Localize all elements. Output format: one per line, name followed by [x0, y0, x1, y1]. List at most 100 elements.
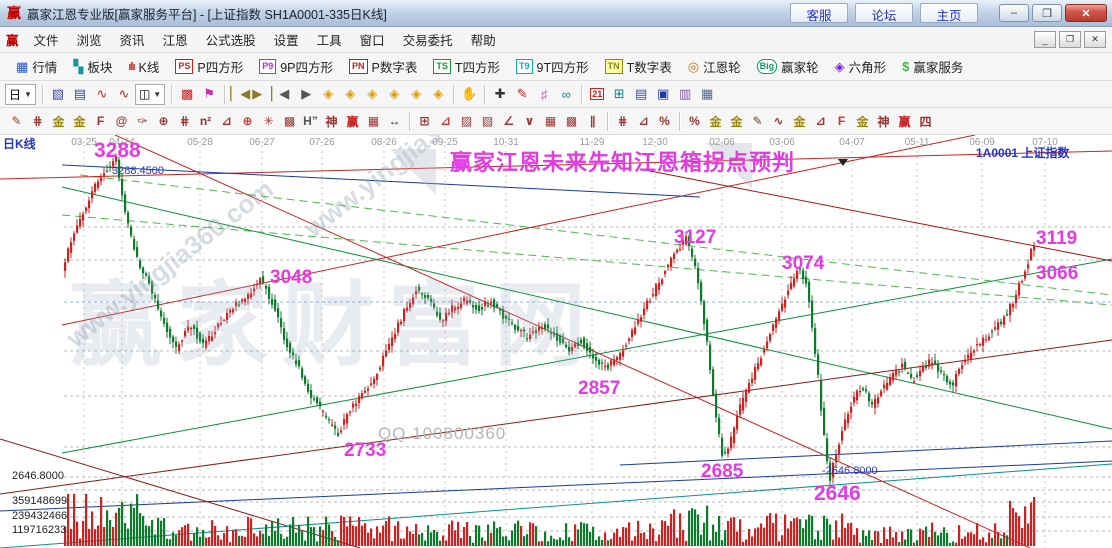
- home-button[interactable]: 主页: [920, 3, 978, 23]
- tool-9t-square[interactable]: T9 9T四方形: [508, 57, 597, 76]
- gold-split-2-icon[interactable]: 金: [73, 114, 86, 129]
- menu-settings[interactable]: 设置: [273, 34, 299, 48]
- tool-winner-wheel[interactable]: Big 赢家轮: [749, 57, 827, 76]
- gold-split-1-icon[interactable]: 金: [52, 114, 65, 129]
- star-burst-icon[interactable]: ✳: [263, 114, 274, 128]
- window-layout-icon[interactable]: ▧: [51, 86, 65, 101]
- spider-web-icon[interactable]: ▩: [283, 114, 296, 128]
- calendar-icon[interactable]: 21: [586, 84, 608, 105]
- kline-chart-area[interactable]: 赢家财富网 www.yingjia360.com www.yingjia360.…: [0, 135, 1112, 548]
- tool-9p-square[interactable]: P9 9P四方形: [251, 57, 341, 76]
- service-button[interactable]: 客服: [790, 3, 848, 23]
- tool-t-table[interactable]: TN T数字表: [597, 57, 680, 76]
- percent-lines-icon[interactable]: ⋕: [617, 114, 628, 128]
- gann-lines-icon[interactable]: ⋕: [32, 114, 43, 128]
- tool-hexagon[interactable]: ◈ 六角形: [827, 57, 895, 76]
- gold-lines-icon[interactable]: 金: [730, 114, 743, 129]
- menu-browse[interactable]: 浏览: [76, 34, 102, 48]
- menu-news[interactable]: 资讯: [119, 34, 145, 48]
- percent-icon[interactable]: %: [659, 114, 670, 128]
- notes-icon[interactable]: ▤: [635, 86, 648, 101]
- menu-formula-picker[interactable]: 公式选股: [205, 34, 256, 48]
- gold-circle-icon[interactable]: 金: [709, 114, 722, 129]
- mdi-close-button[interactable]: ✕: [1084, 31, 1106, 48]
- wave-tool-icon[interactable]: ∿: [773, 114, 784, 128]
- square-numbers-icon[interactable]: n²: [199, 114, 212, 128]
- menu-help[interactable]: 帮助: [470, 34, 496, 48]
- tool-gann-wheel[interactable]: ◎ 江恩轮: [680, 57, 749, 76]
- flag-chart-icon[interactable]: ⚑: [203, 86, 216, 101]
- spiral-icon[interactable]: @: [115, 114, 128, 128]
- info-panel-icon[interactable]: ▤: [73, 86, 87, 101]
- zigzag-wave-icon[interactable]: ∨: [524, 114, 535, 128]
- gold-angle-icon[interactable]: 金: [793, 114, 806, 129]
- last-bar-icon[interactable]: ▶▕: [252, 86, 273, 101]
- gann-diamond-right-icon[interactable]: ◈: [345, 86, 356, 101]
- gann-diamond-h-icon[interactable]: ◈: [367, 86, 378, 101]
- export-image-icon[interactable]: ▥: [679, 86, 692, 101]
- kline-period-dropdown[interactable]: 日 ▼: [5, 83, 36, 105]
- forum-button[interactable]: 论坛: [855, 3, 913, 23]
- tool-winner-service[interactable]: $ 赢家服务: [894, 57, 971, 76]
- menu-trade[interactable]: 交易委托: [402, 34, 453, 48]
- prev-bar-icon[interactable]: ◀: [279, 86, 290, 101]
- menu-file[interactable]: 文件: [33, 34, 59, 48]
- crosshair-icon[interactable]: ✚: [494, 86, 506, 101]
- mdi-restore-button[interactable]: ❐: [1059, 31, 1081, 48]
- gann-grid-b-icon[interactable]: ▧: [481, 114, 494, 128]
- zigzag-3-icon[interactable]: ∿: [96, 86, 108, 101]
- minimize-button[interactable]: –: [999, 4, 1029, 22]
- kline-box-icon[interactable]: ▩: [181, 86, 194, 101]
- tool-p-table[interactable]: PN P数字表: [341, 57, 425, 76]
- h-marker-icon[interactable]: H”: [303, 114, 318, 128]
- grid-net-icon[interactable]: ♯: [540, 86, 548, 102]
- tool-p-square[interactable]: PS P四方形: [167, 57, 251, 76]
- kline-chart-canvas[interactable]: [0, 135, 1112, 548]
- first-bar-icon[interactable]: ▏◀: [230, 86, 251, 101]
- note-pen-icon[interactable]: ✎: [752, 114, 763, 128]
- trend-angle-icon[interactable]: ∠: [503, 114, 514, 128]
- gann-diamond-v-icon[interactable]: ◈: [411, 86, 422, 101]
- angle-tool-icon[interactable]: ⊿: [221, 114, 232, 128]
- tool-quotes[interactable]: ▦ 行情: [8, 57, 65, 76]
- brush-icon[interactable]: ✎: [11, 114, 22, 128]
- zigzag-9-icon[interactable]: ∿: [118, 86, 130, 101]
- calculator-icon[interactable]: ⊞: [613, 86, 625, 101]
- gann-diamond-in-icon[interactable]: ◈: [389, 86, 400, 101]
- f-angle-icon[interactable]: F: [837, 114, 846, 128]
- restore-button[interactable]: ❐: [1032, 4, 1062, 22]
- winner-tool-icon[interactable]: 赢: [346, 114, 359, 129]
- save-icon[interactable]: ▣: [657, 86, 670, 101]
- menu-window[interactable]: 窗口: [359, 34, 385, 48]
- grid-box-icon[interactable]: ▦: [544, 114, 557, 128]
- mdi-minimize-button[interactable]: _: [1034, 31, 1056, 48]
- gann-diamond-all-icon[interactable]: ◈: [433, 86, 444, 101]
- tool-kline[interactable]: ılı K线: [120, 57, 167, 76]
- price-lines-icon[interactable]: ⋕: [179, 114, 190, 128]
- menu-gann[interactable]: 江恩: [162, 34, 188, 48]
- number-grid-icon[interactable]: ▦: [367, 114, 380, 128]
- parallel-lines-icon[interactable]: ∥: [589, 114, 596, 128]
- menu-tools[interactable]: 工具: [316, 34, 342, 48]
- magic-fan-icon[interactable]: 神: [877, 114, 890, 129]
- percent-triangle-icon[interactable]: ⊿: [638, 114, 649, 128]
- gold-fan-icon[interactable]: 金: [856, 114, 869, 129]
- hand-tool-icon[interactable]: ✋: [461, 86, 478, 101]
- candle-style-dropdown[interactable]: ◫ ▼: [134, 83, 166, 105]
- gann-grid-a-icon[interactable]: ▨: [460, 114, 473, 128]
- print-icon[interactable]: ▦: [701, 86, 714, 101]
- four-fan-icon[interactable]: 四: [919, 114, 932, 129]
- percent-2-icon[interactable]: %: [689, 114, 700, 128]
- fibonacci-icon[interactable]: F: [96, 114, 105, 128]
- measure-width-icon[interactable]: ↔: [388, 114, 401, 128]
- grid-box-2-icon[interactable]: ▩: [565, 114, 578, 128]
- circle-cross-icon[interactable]: ⊕: [242, 114, 253, 128]
- gann-box-icon[interactable]: ⊞: [419, 114, 430, 128]
- marker-pen-icon[interactable]: ✑: [137, 114, 148, 128]
- gann-diamond-left-icon[interactable]: ◈: [323, 86, 334, 101]
- binoculars-icon[interactable]: ∞: [561, 86, 571, 102]
- j-angle-icon[interactable]: ⊿: [815, 114, 826, 128]
- winner-fan-icon[interactable]: 赢: [898, 114, 911, 129]
- fan-lines-icon[interactable]: ⊿: [440, 114, 451, 128]
- time-cycle-icon[interactable]: ⊕: [158, 114, 169, 128]
